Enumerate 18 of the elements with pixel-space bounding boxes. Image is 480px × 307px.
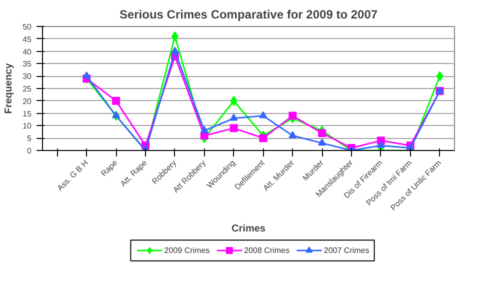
legend-label: 2009 Crimes bbox=[164, 246, 210, 255]
y-tick-label: 5 bbox=[27, 134, 32, 144]
y-tick-label: 20 bbox=[22, 96, 32, 106]
x-axis-title: Crimes bbox=[232, 224, 266, 235]
x-tick-label: Ass. G B H bbox=[55, 158, 90, 193]
y-axis-title: Frequency bbox=[4, 62, 15, 114]
y-tick-label: 40 bbox=[22, 47, 32, 56]
chart-title: Serious Crimes Comparative for 2009 to 2007 bbox=[119, 8, 378, 22]
legend-label: 2007 Crimes bbox=[324, 246, 370, 255]
y-tick-label: 30 bbox=[22, 72, 32, 82]
y-tick-label: 15 bbox=[22, 109, 32, 118]
y-tick-label: 0 bbox=[27, 146, 32, 156]
y-tick-label: 25 bbox=[22, 84, 32, 94]
y-tick-label: 35 bbox=[22, 60, 32, 69]
y-tick-label: 50 bbox=[22, 22, 32, 32]
legend-label: 2008 Crimes bbox=[244, 246, 290, 255]
y-tick-label: 10 bbox=[22, 122, 32, 131]
y-tick-label: 45 bbox=[22, 34, 32, 44]
